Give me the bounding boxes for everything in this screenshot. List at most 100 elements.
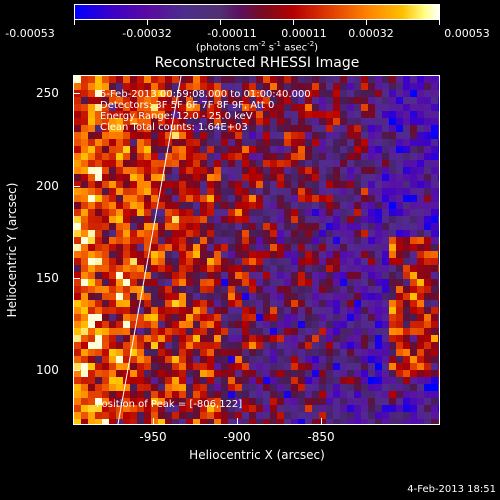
heatmap-pixel: [88, 384, 95, 391]
heatmap-pixel: [354, 223, 361, 230]
heatmap-pixel: [312, 251, 319, 258]
x-tick-mark: [237, 418, 238, 424]
heatmap-pixel: [144, 97, 151, 104]
heatmap-pixel: [347, 244, 354, 251]
heatmap-pixel: [312, 160, 319, 167]
heatmap-pixel: [431, 160, 438, 167]
heatmap-pixel: [207, 118, 214, 125]
heatmap-pixel: [200, 181, 207, 188]
heatmap-pixel: [193, 76, 200, 83]
heatmap-pixel: [326, 216, 333, 223]
heatmap-pixel: [284, 181, 291, 188]
heatmap-pixel: [326, 104, 333, 111]
heatmap-pixel: [235, 202, 242, 209]
y-axis-label: Heliocentric Y (arcsec): [5, 182, 19, 318]
heatmap-pixel: [340, 244, 347, 251]
heatmap-pixel: [389, 223, 396, 230]
heatmap-pixel: [179, 195, 186, 202]
heatmap-pixel: [137, 307, 144, 314]
heatmap-pixel: [389, 398, 396, 405]
heatmap-pixel: [74, 265, 81, 272]
colorbar-label: 0.00053: [444, 27, 490, 40]
heatmap-pixel: [221, 181, 228, 188]
heatmap-pixel: [284, 363, 291, 370]
heatmap-pixel: [333, 398, 340, 405]
heatmap-pixel: [361, 384, 368, 391]
heatmap-pixel: [95, 216, 102, 223]
heatmap-pixel: [123, 293, 130, 300]
heatmap-pixel: [291, 237, 298, 244]
heatmap-pixel: [319, 188, 326, 195]
heatmap-pixel: [242, 286, 249, 293]
heatmap-pixel: [347, 363, 354, 370]
heatmap-pixel: [95, 139, 102, 146]
heatmap-pixel: [186, 300, 193, 307]
heatmap-pixel: [130, 181, 137, 188]
heatmap-pixel: [270, 377, 277, 384]
heatmap-pixel: [186, 132, 193, 139]
heatmap-pixel: [396, 188, 403, 195]
heatmap-pixel: [81, 125, 88, 132]
heatmap-pixel: [396, 104, 403, 111]
heatmap-pixel: [109, 97, 116, 104]
heatmap-pixel: [277, 300, 284, 307]
heatmap-pixel: [221, 377, 228, 384]
heatmap-pixel: [382, 181, 389, 188]
heatmap-pixel: [228, 328, 235, 335]
heatmap-pixel: [340, 363, 347, 370]
heatmap-pixel: [214, 363, 221, 370]
heatmap-pixel: [200, 328, 207, 335]
heatmap-pixel: [326, 377, 333, 384]
heatmap-pixel: [179, 167, 186, 174]
heatmap-pixel: [200, 391, 207, 398]
heatmap-pixel: [242, 349, 249, 356]
heatmap-pixel: [179, 181, 186, 188]
heatmap-pixel: [291, 209, 298, 216]
heatmap-pixel: [277, 279, 284, 286]
heatmap-pixel: [438, 174, 439, 181]
heatmap-pixel: [354, 209, 361, 216]
heatmap-pixel: [424, 90, 431, 97]
heatmap-pixel: [424, 279, 431, 286]
heatmap-pixel: [284, 244, 291, 251]
info-counts: Clean Total counts: 1.64E+03: [100, 122, 248, 133]
heatmap-pixel: [312, 384, 319, 391]
heatmap-pixel: [74, 258, 81, 265]
heatmap-pixel: [270, 223, 277, 230]
heatmap-pixel: [312, 286, 319, 293]
heatmap-pixel: [179, 118, 186, 125]
heatmap-pixel: [270, 146, 277, 153]
heatmap-pixel: [284, 377, 291, 384]
heatmap-pixel: [305, 349, 312, 356]
heatmap-pixel: [438, 146, 439, 153]
y-tick-label: 200: [36, 179, 59, 193]
heatmap-pixel: [438, 391, 439, 398]
heatmap-pixel: [137, 195, 144, 202]
heatmap-pixel: [389, 209, 396, 216]
heatmap-pixel: [214, 279, 221, 286]
heatmap-pixel: [354, 391, 361, 398]
heatmap-pixel: [417, 398, 424, 405]
heatmap-pixel: [319, 90, 326, 97]
heatmap-pixel: [137, 370, 144, 377]
heatmap-pixel: [165, 293, 172, 300]
heatmap-pixel: [277, 321, 284, 328]
heatmap-pixel: [116, 405, 123, 412]
heatmap-pixel: [263, 258, 270, 265]
heatmap-pixel: [354, 307, 361, 314]
heatmap-pixel: [277, 258, 284, 265]
heatmap-pixel: [361, 363, 368, 370]
heatmap-pixel: [151, 398, 158, 405]
heatmap-pixel: [263, 125, 270, 132]
heatmap-pixel: [410, 293, 417, 300]
heatmap-pixel: [340, 272, 347, 279]
heatmap-pixel: [438, 405, 439, 412]
heatmap-pixel: [88, 104, 95, 111]
heatmap-pixel: [242, 118, 249, 125]
heatmap-pixel: [74, 349, 81, 356]
heatmap-pixel: [249, 279, 256, 286]
heatmap-pixel: [165, 384, 172, 391]
heatmap-pixel: [263, 307, 270, 314]
heatmap-pixel: [263, 300, 270, 307]
heatmap-pixel: [326, 244, 333, 251]
